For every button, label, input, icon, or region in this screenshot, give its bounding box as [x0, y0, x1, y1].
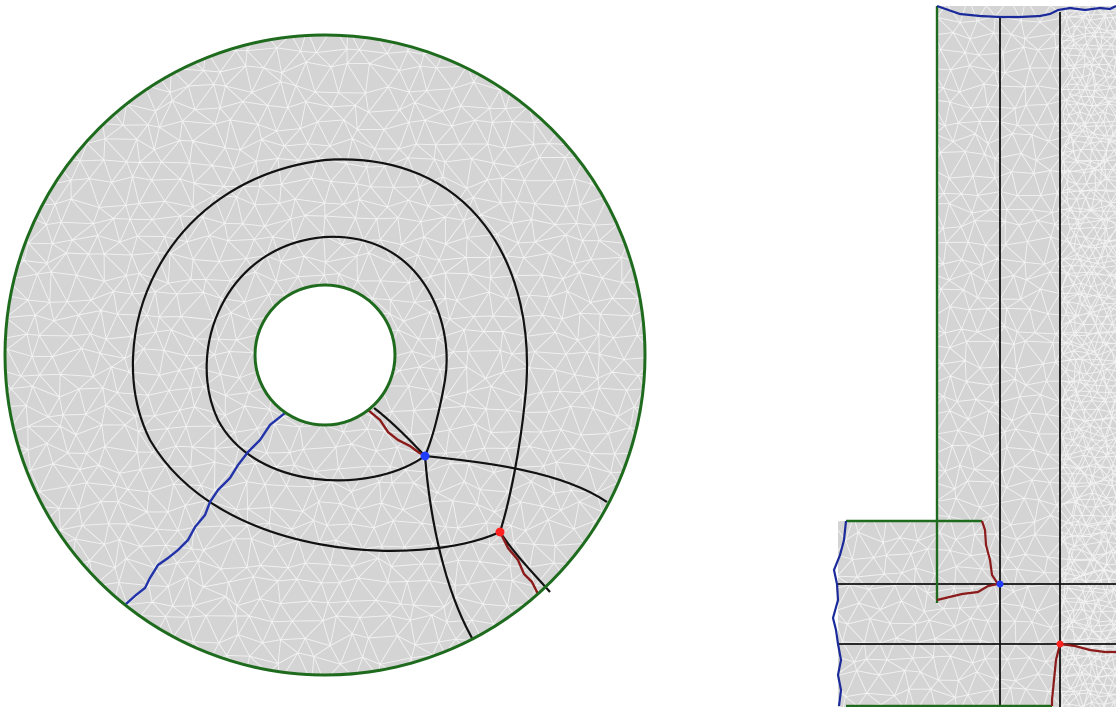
l-shape-blue-boundaries — [831, 4, 1116, 707]
l-shape-interior-lines — [838, 12, 1116, 707]
annulus-blue-vertex — [420, 451, 430, 461]
red-cut-lower — [498, 531, 540, 595]
annulus-outer-boundary — [3, 33, 647, 677]
l-shape-red-vertex — [1056, 640, 1064, 648]
annulus-red-cut-paths — [367, 409, 540, 595]
annulus-inner-boundary — [253, 283, 397, 427]
red-cut-upper — [367, 409, 426, 458]
red-cut-right — [1059, 642, 1116, 654]
annulus-inner-hole — [255, 285, 395, 425]
annulus-panel — [3, 33, 647, 677]
blue-boundary-left — [831, 520, 848, 707]
l-shape-green-boundaries — [846, 6, 1052, 707]
annulus-blue-cut-path — [125, 412, 286, 605]
annulus-red-vertex — [495, 527, 505, 537]
red-cut-bottom — [1050, 643, 1062, 706]
sweep-curve-down — [423, 455, 473, 639]
inner-ring-curve — [205, 235, 448, 482]
l-shape-blue-vertex — [996, 580, 1004, 588]
red-cut-notch — [936, 520, 1000, 602]
l-shape-panel — [831, 4, 1116, 707]
connector-curve-upper — [373, 407, 426, 457]
outer-ring-curve — [131, 158, 529, 552]
l-shape-red-cut-paths — [936, 520, 1116, 706]
mesh-edges — [1056, 6, 1116, 707]
sweep-curve-right — [424, 454, 608, 503]
blue-boundary-top — [936, 4, 1116, 19]
